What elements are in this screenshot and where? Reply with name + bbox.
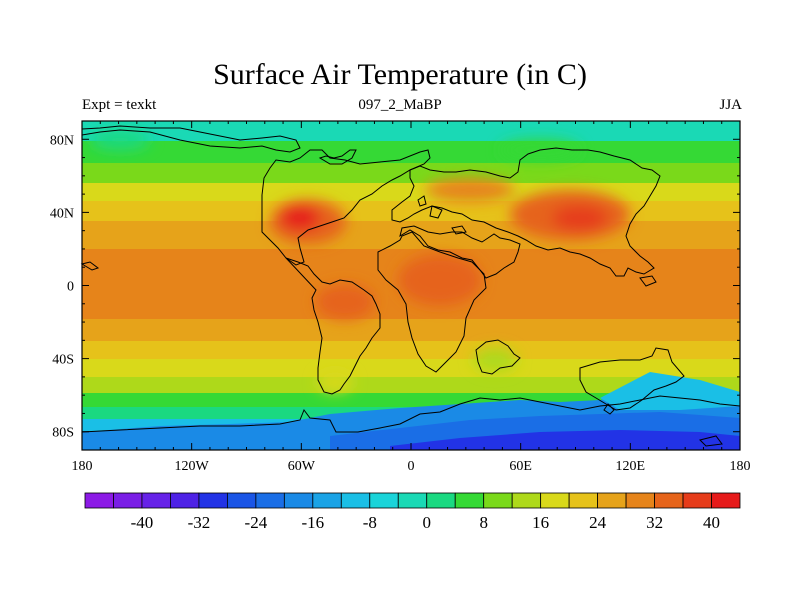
lat-tick-label: 80S (52, 426, 74, 441)
colorbar-swatch (226, 492, 257, 509)
colorbar-swatch (568, 492, 599, 509)
colorbar-swatch (483, 492, 513, 509)
colorbar-swatch (682, 492, 712, 509)
colorbar-swatch (255, 492, 285, 509)
colorbar-label: -24 (245, 513, 268, 532)
lon-tick-label: 60W (288, 459, 316, 474)
colorbar-swatch (654, 492, 684, 509)
colorbar-label: -32 (188, 513, 211, 532)
colorbar-swatch (198, 492, 228, 509)
temperature-field (82, 121, 740, 450)
colorbar-swatch (711, 492, 741, 509)
lon-tick-label: 120W (175, 459, 210, 474)
colorbar-label: -8 (363, 513, 377, 532)
colorbar-swatch (312, 492, 342, 509)
colorbar-swatch (170, 492, 200, 509)
colorbar-label: 24 (589, 513, 607, 532)
time-label: 097_2_MaBP (358, 97, 442, 113)
lat-tick-label: 80N (50, 133, 74, 148)
colorbar-swatch (369, 492, 399, 509)
colorbar-swatch (625, 492, 655, 509)
plot-title: Surface Air Temperature (in C) (213, 58, 587, 91)
colorbar-label: -16 (301, 513, 324, 532)
lon-tick-label: 120E (616, 459, 646, 474)
colorbar-label: 0 (422, 513, 431, 532)
colorbar-swatch (340, 492, 371, 509)
colorbar-swatch (426, 492, 456, 509)
colorbar-label: 16 (532, 513, 549, 532)
colorbar-label: 32 (646, 513, 663, 532)
colorbar-swatch (454, 492, 485, 509)
colorbar-swatch (113, 492, 143, 509)
colorbar-label: 40 (703, 513, 720, 532)
coastlines (80, 125, 741, 447)
colorbar: -40 -32 -24 -16 -8 0 8 16 24 32 40 (84, 492, 741, 532)
colorbar-label: -40 (131, 513, 154, 532)
lon-tick-label: 60E (509, 459, 532, 474)
lon-tick-label: 180 (730, 459, 751, 474)
latitude-axis: 80N 40N 0 40S 80S (50, 133, 740, 441)
longitude-axis: 180 120W 60W 0 60E 120E 180 (72, 121, 751, 474)
lat-tick-label: 40N (50, 206, 74, 221)
lon-tick-label: 0 (408, 459, 415, 474)
lat-tick-label: 40S (52, 353, 74, 368)
colorbar-swatch (397, 492, 428, 509)
season-label: JJA (719, 97, 742, 113)
colorbar-swatch (84, 492, 114, 509)
colorbar-swatch (283, 492, 314, 509)
colorbar-swatch (540, 492, 570, 509)
experiment-label: Expt = texkt (82, 97, 157, 113)
lon-tick-label: 180 (72, 459, 93, 474)
colorbar-label: 8 (479, 513, 488, 532)
colorbar-swatch (511, 492, 542, 509)
lat-tick-label: 0 (67, 280, 74, 295)
colorbar-swatch (597, 492, 627, 509)
colorbar-swatch (141, 492, 171, 509)
